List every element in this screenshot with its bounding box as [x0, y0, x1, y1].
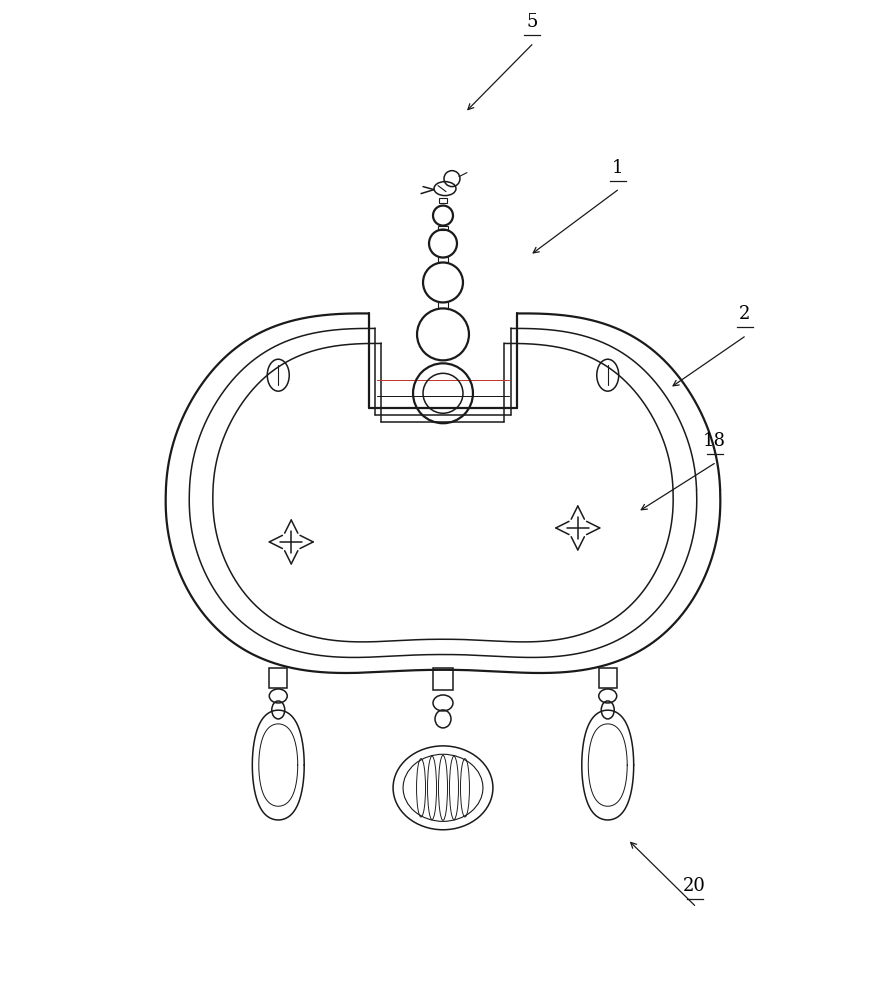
Bar	[438, 257, 447, 262]
Text: 2: 2	[738, 305, 750, 323]
Bar	[432, 668, 453, 690]
Bar	[438, 302, 447, 308]
Bar	[598, 668, 616, 688]
Text: 5: 5	[525, 13, 537, 31]
Text: 18: 18	[703, 432, 726, 450]
Bar	[269, 668, 287, 688]
Text: 20: 20	[682, 877, 705, 895]
Bar	[439, 198, 447, 203]
Text: 1: 1	[611, 159, 623, 177]
Bar	[438, 226, 447, 230]
